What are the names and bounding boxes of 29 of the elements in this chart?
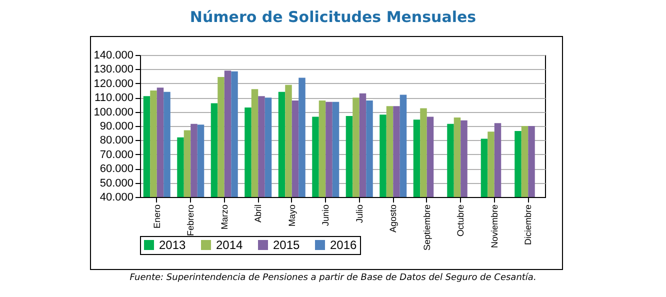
x-tick-label: Diciembre [523, 204, 534, 246]
x-tick-label: Enero [152, 204, 162, 229]
legend-label: 2015 [273, 238, 300, 252]
x-tick-label: Julio [354, 204, 364, 224]
x-tick-label: Marzo [219, 204, 230, 230]
x-tick-label: Junio [320, 204, 331, 226]
x-tick-label: Octubre [456, 204, 466, 237]
y-tick-label: 80.000 [100, 134, 134, 147]
y-tick-label: 140.000 [94, 50, 134, 62]
y-tick-label: 40.000 [100, 192, 134, 204]
y-tick-label: 130.000 [94, 64, 134, 76]
x-tick-label: Agosto [388, 204, 398, 233]
y-tick-label: 120.000 [94, 78, 134, 90]
y-tick-label: 70.000 [100, 148, 134, 161]
source-note: Fuente: Superintendencia de Pensiones a partir de Base de Datos del Seguro de Cesantía. [128, 273, 538, 283]
x-tick-label: Febrero [186, 204, 196, 236]
legend-label: 2013 [159, 238, 186, 252]
legend-label: 2016 [330, 238, 358, 252]
x-tick-label: Abril [253, 204, 264, 223]
y-tick-label: 90.000 [100, 120, 134, 132]
y-tick-label: 60.000 [100, 163, 134, 176]
y-tick-label: 100.000 [94, 106, 134, 118]
x-tick-label: Noviembre [489, 204, 500, 248]
legend-label: 2014 [216, 238, 244, 252]
x-tick-label: Mayo [286, 204, 297, 227]
y-tick-label: 110.000 [94, 92, 134, 104]
chart-title: Número de Solicitudes Mensuales [188, 8, 478, 26]
y-tick-label: 50.000 [100, 177, 134, 190]
x-tick-label: Septiembre [422, 204, 432, 251]
